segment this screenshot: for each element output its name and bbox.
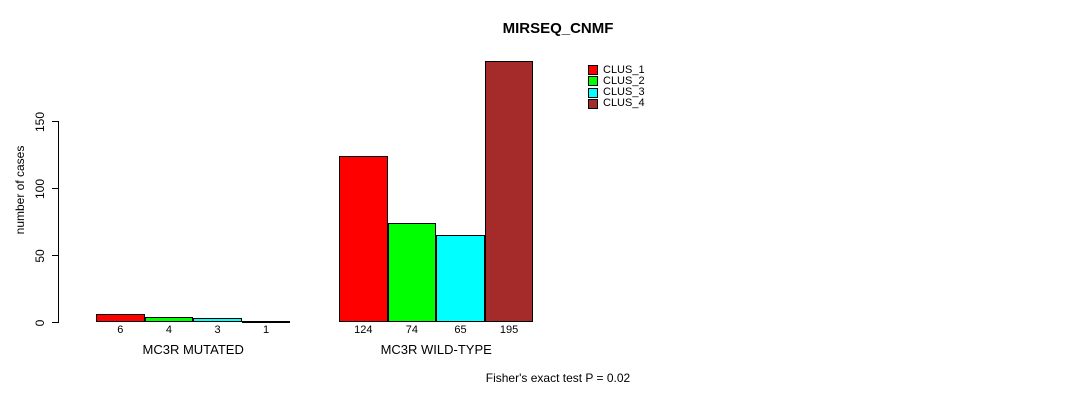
bar-clus_3-mc3r-mutated xyxy=(193,318,242,323)
bar-value-label: 4 xyxy=(165,324,172,336)
bar-clus_1-mc3r-wild-type xyxy=(339,156,388,323)
legend-item-clus_2: CLUS_2 xyxy=(588,74,645,87)
bar-value-label: 6 xyxy=(117,324,124,336)
bar-clus_3-mc3r-wild-type xyxy=(436,235,485,323)
legend-item-clus_3: CLUS_3 xyxy=(588,87,645,98)
y-tick-mark xyxy=(52,188,59,189)
y-tick-mark xyxy=(52,121,59,122)
bar-clus_4-mc3r-mutated xyxy=(241,321,291,324)
bar-value-label: 74 xyxy=(405,324,419,336)
bar-clus_1-mc3r-mutated xyxy=(96,314,145,323)
legend-label: CLUS_2 xyxy=(603,74,645,87)
y-tick-label: 0 xyxy=(33,319,47,326)
y-tick-label: 150 xyxy=(33,111,47,132)
bar-clus_4-mc3r-wild-type xyxy=(484,61,534,323)
y-axis-line xyxy=(58,121,59,323)
annotation-text: Fisher's exact test P = 0.02 xyxy=(485,371,631,385)
y-axis-label: number of cases xyxy=(13,145,27,235)
legend-label: CLUS_3 xyxy=(603,86,645,99)
bar-value-label: 195 xyxy=(499,324,519,336)
bar-value-label: 124 xyxy=(354,324,373,336)
legend-label: CLUS_4 xyxy=(603,97,645,110)
chart-title: MIRSEQ_CNMF xyxy=(502,20,614,37)
x-category-label: MC3R MUTATED xyxy=(142,342,244,357)
legend-label: CLUS_1 xyxy=(603,63,645,76)
bar-value-label: 1 xyxy=(263,324,270,336)
y-tick-label: 50 xyxy=(33,248,47,263)
bar-value-label: 3 xyxy=(214,324,221,336)
legend-item-clus_1: CLUS_1 xyxy=(588,63,645,76)
legend-color-swatch xyxy=(588,87,598,98)
bar-clus_2-mc3r-wild-type xyxy=(387,223,437,323)
y-tick-label: 100 xyxy=(33,178,47,199)
bar-clus_2-mc3r-mutated xyxy=(144,317,194,323)
bar-value-label: 65 xyxy=(454,324,467,336)
legend-color-swatch xyxy=(588,98,598,109)
legend-item-clus_4: CLUS_4 xyxy=(588,98,645,109)
y-tick-mark xyxy=(52,255,59,256)
legend-color-swatch xyxy=(588,76,598,87)
y-tick-mark xyxy=(52,322,59,323)
legend-color-swatch xyxy=(588,65,598,75)
x-category-label: MC3R WILD-TYPE xyxy=(380,342,492,357)
